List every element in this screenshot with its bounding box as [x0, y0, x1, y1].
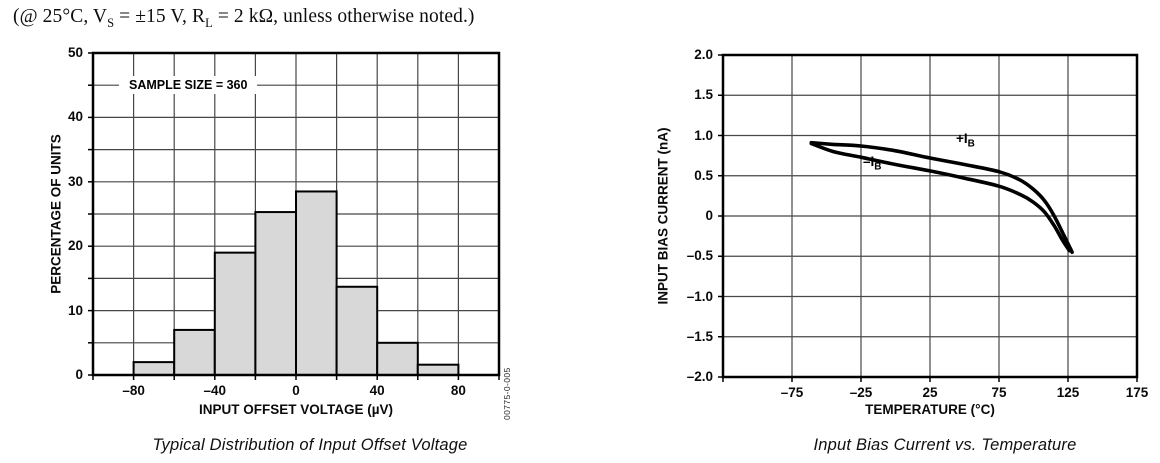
x-tick-label: –75	[780, 385, 804, 400]
y-tick-label: –1.5	[686, 328, 713, 344]
curve-label-subscript: B	[967, 138, 975, 150]
figure-number: 00775-0-005	[502, 367, 512, 420]
y-tick-label: 40	[67, 109, 83, 125]
x-tick-label: –40	[203, 383, 227, 398]
line-chart-svg	[718, 53, 1139, 382]
y-tick-label: 50	[67, 45, 83, 60]
histogram-bar	[132, 361, 176, 376]
y-tick-label: –1.0	[686, 288, 713, 304]
histogram-bar	[295, 190, 338, 376]
histogram-bar	[213, 251, 257, 376]
plot-border	[721, 53, 1139, 379]
x-tick-label: 175	[1125, 385, 1149, 400]
subscript: L	[205, 15, 213, 30]
curve--IB	[809, 141, 1072, 253]
bias-current-line-plot	[718, 53, 1139, 382]
x-tick-label: 25	[922, 385, 938, 400]
y-tick-label: –0.5	[686, 248, 713, 264]
test-conditions-note: (@ 25°C, VS = ±15 V, RL = 2 kΩ, unless o…	[13, 6, 475, 30]
y-tick-label: 2.0	[694, 47, 713, 62]
x-axis-title-input-offset-voltage: INPUT OFFSET VOLTAGE (µV)	[198, 402, 394, 417]
offset-voltage-histogram-plot: SAMPLE SIZE = 360	[88, 51, 501, 380]
histogram-bar	[376, 341, 419, 376]
histogram-bar	[416, 363, 460, 377]
x-tick-label: 40	[369, 383, 385, 398]
histogram-bar	[254, 211, 297, 376]
x-tick-label: 0	[292, 383, 300, 398]
y-tick-label: 30	[67, 173, 83, 189]
y-tick-label: 20	[67, 238, 83, 254]
histogram-bar	[335, 285, 379, 376]
note-text: = 2 kΩ, unless otherwise noted.)	[212, 6, 475, 27]
figure-caption-bias-current: Input Bias Current vs. Temperature	[813, 436, 1077, 454]
plus-ib-curve-label: +IB	[956, 131, 975, 149]
y-tick-label: 1.5	[694, 87, 713, 103]
x-tick-label: –80	[122, 383, 145, 398]
curve-label-subscript: B	[874, 161, 882, 173]
x-axis-title-temperature: TEMPERATURE (°C)	[865, 402, 995, 417]
x-tick-label: 125	[1056, 385, 1080, 400]
y-tick-label: 10	[67, 302, 83, 318]
histogram-bar	[173, 328, 216, 377]
y-tick-label: 0	[75, 367, 83, 382]
note-text: (@ 25°C, V	[13, 6, 108, 27]
minus-ib-curve-label: –IB	[863, 154, 882, 172]
note-text: = ±15 V, R	[114, 6, 206, 27]
sample-size-label: SAMPLE SIZE = 360	[119, 76, 258, 94]
x-tick-label: 75	[991, 385, 1007, 400]
plot-border	[91, 51, 501, 377]
x-tick-label: –25	[849, 385, 873, 400]
y-tick-label: 0.5	[694, 167, 713, 183]
y-tick-label: 1.0	[694, 127, 713, 143]
curve-+IB	[809, 140, 1074, 254]
figure-caption-offset-distribution: Typical Distribution of Input Offset Vol…	[152, 436, 468, 454]
subscript: S	[107, 15, 115, 30]
y-tick-label: 0	[705, 208, 713, 223]
curve-label-text: +I	[956, 131, 968, 146]
x-tick-label: 80	[450, 383, 466, 398]
y-axis-title-percentage-of-units: PERCENTAGE OF UNITS	[48, 134, 64, 294]
curve-label-text: –I	[863, 154, 875, 169]
histogram-svg	[88, 51, 501, 380]
y-tick-label: –2.0	[686, 369, 713, 384]
